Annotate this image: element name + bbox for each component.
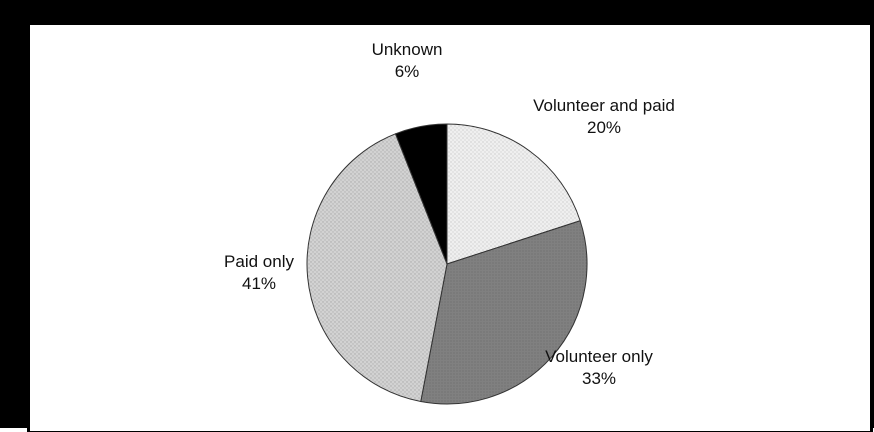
pie-chart: Volunteer and paid 20% Volunteer only 33% Pa… — [224, 40, 675, 405]
slice-label-paid-only: Paid only — [224, 252, 294, 271]
pie-slice-paid-only — [306, 133, 448, 403]
chart-panel: Volunteer and paid 20% Volunteer only 33% Pa… — [27, 22, 873, 432]
slice-percent-unknown: 6% — [395, 62, 420, 81]
pie-slice-unknown — [394, 123, 448, 265]
slice-percent-volunteer-only: 33% — [582, 369, 616, 388]
pie-slice-volunteer-and-paid — [446, 123, 581, 265]
slice-percent-volunteer-and-paid: 20% — [587, 118, 621, 137]
slice-label-volunteer-and-paid: Volunteer and paid — [533, 96, 675, 115]
pie-slice-volunteer-only — [420, 220, 588, 405]
slice-percent-paid-only: 41% — [242, 274, 276, 293]
slice-label-volunteer-only: Volunteer only — [545, 347, 653, 366]
slice-label-unknown: Unknown — [372, 40, 443, 59]
